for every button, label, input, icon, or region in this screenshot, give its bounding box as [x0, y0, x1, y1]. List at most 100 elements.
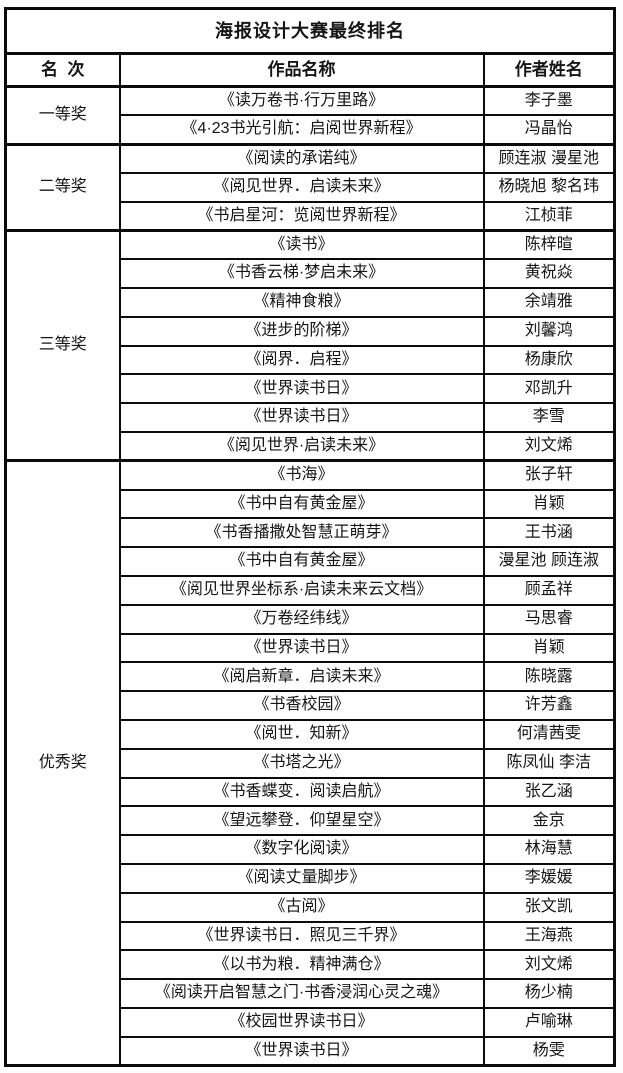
work-title-cell: 《书香蝶变．阅读启航》 — [118, 776, 485, 808]
author-cell: 杨雯 — [482, 1035, 616, 1067]
work-title-cell: 《进步的阶梯》 — [118, 315, 485, 347]
author-cell: 李雪 — [482, 402, 616, 434]
work-title-cell: 《精神食粮》 — [118, 287, 485, 318]
work-title-cell: 《万卷经纬线》 — [118, 603, 485, 635]
author-cell: 何清茜雯 — [482, 719, 616, 750]
author-cell: 马思睿 — [482, 603, 616, 635]
column-header-author: 作者姓名 — [482, 52, 616, 88]
work-title-cell: 《书香云梯·梦启未来》 — [118, 258, 485, 290]
work-title-cell: 《世界读书日．照见三千界》 — [118, 920, 485, 952]
table-row: 二等奖 《阅读的承诺纯》 顾连淑 漫星池 — [4, 142, 616, 232]
table-row: 《书香云梯·梦启未来》 黄祝焱 — [6, 258, 616, 290]
author-cell: 张子轩 — [482, 459, 616, 491]
work-title-cell: 《世界读书日》 — [118, 373, 485, 405]
author-cell: 肖颖 — [482, 632, 616, 664]
work-title-cell: 《书中自有黄金屋》 — [118, 488, 485, 520]
table-row: 《精神食粮》 余靖雅 — [6, 287, 616, 318]
author-cell: 王书涵 — [482, 517, 616, 549]
rank-cell: 优秀奖 — [4, 459, 121, 1067]
author-cell: 金京 — [482, 805, 616, 837]
work-title-cell: 《校园世界读书日》 — [118, 1007, 485, 1038]
work-title-cell: 《阅见世界．启读未来》 — [118, 171, 485, 203]
work-title-cell: 《阅读的承诺纯》 — [118, 142, 485, 174]
author-cell: 张文凯 — [482, 891, 616, 923]
table-row: 《望远攀登．仰望星空》 金京 — [6, 805, 616, 837]
table-row: 《以书为粮．精神满仓》 刘文烯 — [6, 949, 616, 981]
table-row: 优秀奖 《书海》 张子轩 — [4, 459, 616, 1067]
author-cell: 卢喻琳 — [482, 1007, 616, 1038]
work-title-cell: 《以书为粮．精神满仓》 — [118, 949, 485, 981]
table-row: 三等奖 《读书》 陈梓暄 — [4, 228, 616, 462]
author-cell: 刘馨鸿 — [482, 315, 616, 347]
work-title-cell: 《阅启新章．启读未来》 — [118, 661, 485, 693]
work-title-cell: 《读书》 — [118, 228, 485, 261]
work-title-cell: 《书中自有黄金屋》 — [118, 546, 485, 578]
work-title-cell: 《读万卷书·行万里路》 — [118, 85, 485, 117]
author-cell: 邓凯升 — [482, 373, 616, 405]
table-row: 《书中自有黄金屋》 漫星池 顾连淑 — [6, 546, 616, 578]
author-cell: 李媛媛 — [482, 863, 616, 894]
table-row: 《阅读开启智慧之门·书香浸润心灵之魂》 杨少楠 — [6, 978, 616, 1009]
table-row: 《书塔之光》 陈凤仙 李洁 — [6, 747, 616, 779]
work-title-cell: 《阅见世界坐标系·启读未来云文档》 — [118, 575, 485, 606]
table-row: 《进步的阶梯》 刘馨鸿 — [6, 315, 616, 347]
author-cell: 余靖雅 — [482, 287, 616, 318]
work-title-cell: 《世界读书日》 — [118, 402, 485, 434]
table-row: 《书香播撒处智慧正萌芽》 王书涵 — [6, 517, 616, 549]
rank-cell: 二等奖 — [4, 142, 121, 232]
author-cell: 王海燕 — [482, 920, 616, 952]
table-row: 《书香蝶变．阅读启航》 张乙涵 — [6, 776, 616, 808]
author-cell: 李子墨 — [482, 85, 616, 117]
table-row: 《数字化阅读》 林海慧 — [6, 834, 616, 866]
work-title-cell: 《数字化阅读》 — [118, 834, 485, 866]
table-row: 《阅界．启程》 杨康欣 — [6, 344, 616, 376]
author-cell: 陈梓暄 — [482, 228, 616, 261]
work-title-cell: 《阅界．启程》 — [118, 344, 485, 376]
table-row: 《书香校园》 许芳鑫 — [6, 690, 616, 722]
work-title-cell: 《世界读书日》 — [118, 1035, 485, 1067]
author-cell: 顾孟祥 — [482, 575, 616, 606]
work-title-cell: 《阅读丈量脚步》 — [118, 863, 485, 894]
work-title-cell: 《阅见世界·启读未来》 — [118, 431, 485, 462]
author-cell: 刘文烯 — [482, 949, 616, 981]
table-row: 《阅启新章．启读未来》 陈晓露 — [6, 661, 616, 693]
table-row: 《世界读书日．照见三千界》 王海燕 — [6, 920, 616, 952]
author-cell: 黄祝焱 — [482, 258, 616, 290]
author-cell: 漫星池 顾连淑 — [482, 546, 616, 578]
author-cell: 杨康欣 — [482, 344, 616, 376]
page-title: 海报设计大赛最终排名 — [4, 7, 616, 55]
work-title-cell: 《阅世．知新》 — [118, 719, 485, 750]
work-title-cell: 《阅读开启智慧之门·书香浸润心灵之魂》 — [118, 978, 485, 1009]
rank-cell: 一等奖 — [4, 85, 121, 146]
table-header-row: 名 次 作品名称 作者姓名 — [4, 52, 616, 88]
table-row: 《阅见世界坐标系·启读未来云文档》 顾孟祥 — [6, 575, 616, 606]
table-row: 《阅世．知新》 何清茜雯 — [6, 719, 616, 750]
table-row: 《书启星河：览阅世界新程》 江桢菲 — [6, 200, 616, 232]
table-row: 《阅见世界．启读未来》 杨晓旭 黎名玮 — [6, 171, 616, 203]
author-cell: 许芳鑫 — [482, 690, 616, 722]
table-row: 《古阅》 张文凯 — [6, 891, 616, 923]
table-row: 《书中自有黄金屋》 肖颖 — [6, 488, 616, 520]
table-title-row: 海报设计大赛最终排名 — [4, 7, 616, 55]
work-title-cell: 《古阅》 — [118, 891, 485, 923]
author-cell: 张乙涵 — [482, 776, 616, 808]
work-title-cell: 《书香校园》 — [118, 690, 485, 722]
work-title-cell: 《世界读书日》 — [118, 632, 485, 664]
author-cell: 江桢菲 — [482, 200, 616, 232]
work-title-cell: 《书塔之光》 — [118, 747, 485, 779]
work-title-cell: 《4·23书光引航：启阅世界新程》 — [118, 114, 485, 146]
author-cell: 杨晓旭 黎名玮 — [482, 171, 616, 203]
table-row: 《世界读书日》 李雪 — [6, 402, 616, 434]
ranking-table: 海报设计大赛最终排名 名 次 作品名称 作者姓名 一等奖 《读万卷书·行万里路》李… — [4, 7, 617, 1068]
author-cell: 林海慧 — [482, 834, 616, 866]
column-header-rank: 名 次 — [4, 52, 121, 88]
table-row: 一等奖 《读万卷书·行万里路》 李子墨 — [4, 85, 616, 146]
rank-cell: 三等奖 — [4, 228, 121, 462]
author-cell: 陈晓露 — [482, 661, 616, 693]
ranking-table-body: 一等奖 《读万卷书·行万里路》 李子墨 《4·23书光引航：启阅世界新程》 冯晶怡 二等奖… — [4, 85, 616, 1067]
table-row: 《万卷经纬线》 马思睿 — [6, 603, 616, 635]
work-title-cell: 《书海》 — [118, 459, 485, 491]
work-title-cell: 《望远攀登．仰望星空》 — [118, 805, 485, 837]
table-row: 《4·23书光引航：启阅世界新程》 冯晶怡 — [6, 114, 616, 146]
